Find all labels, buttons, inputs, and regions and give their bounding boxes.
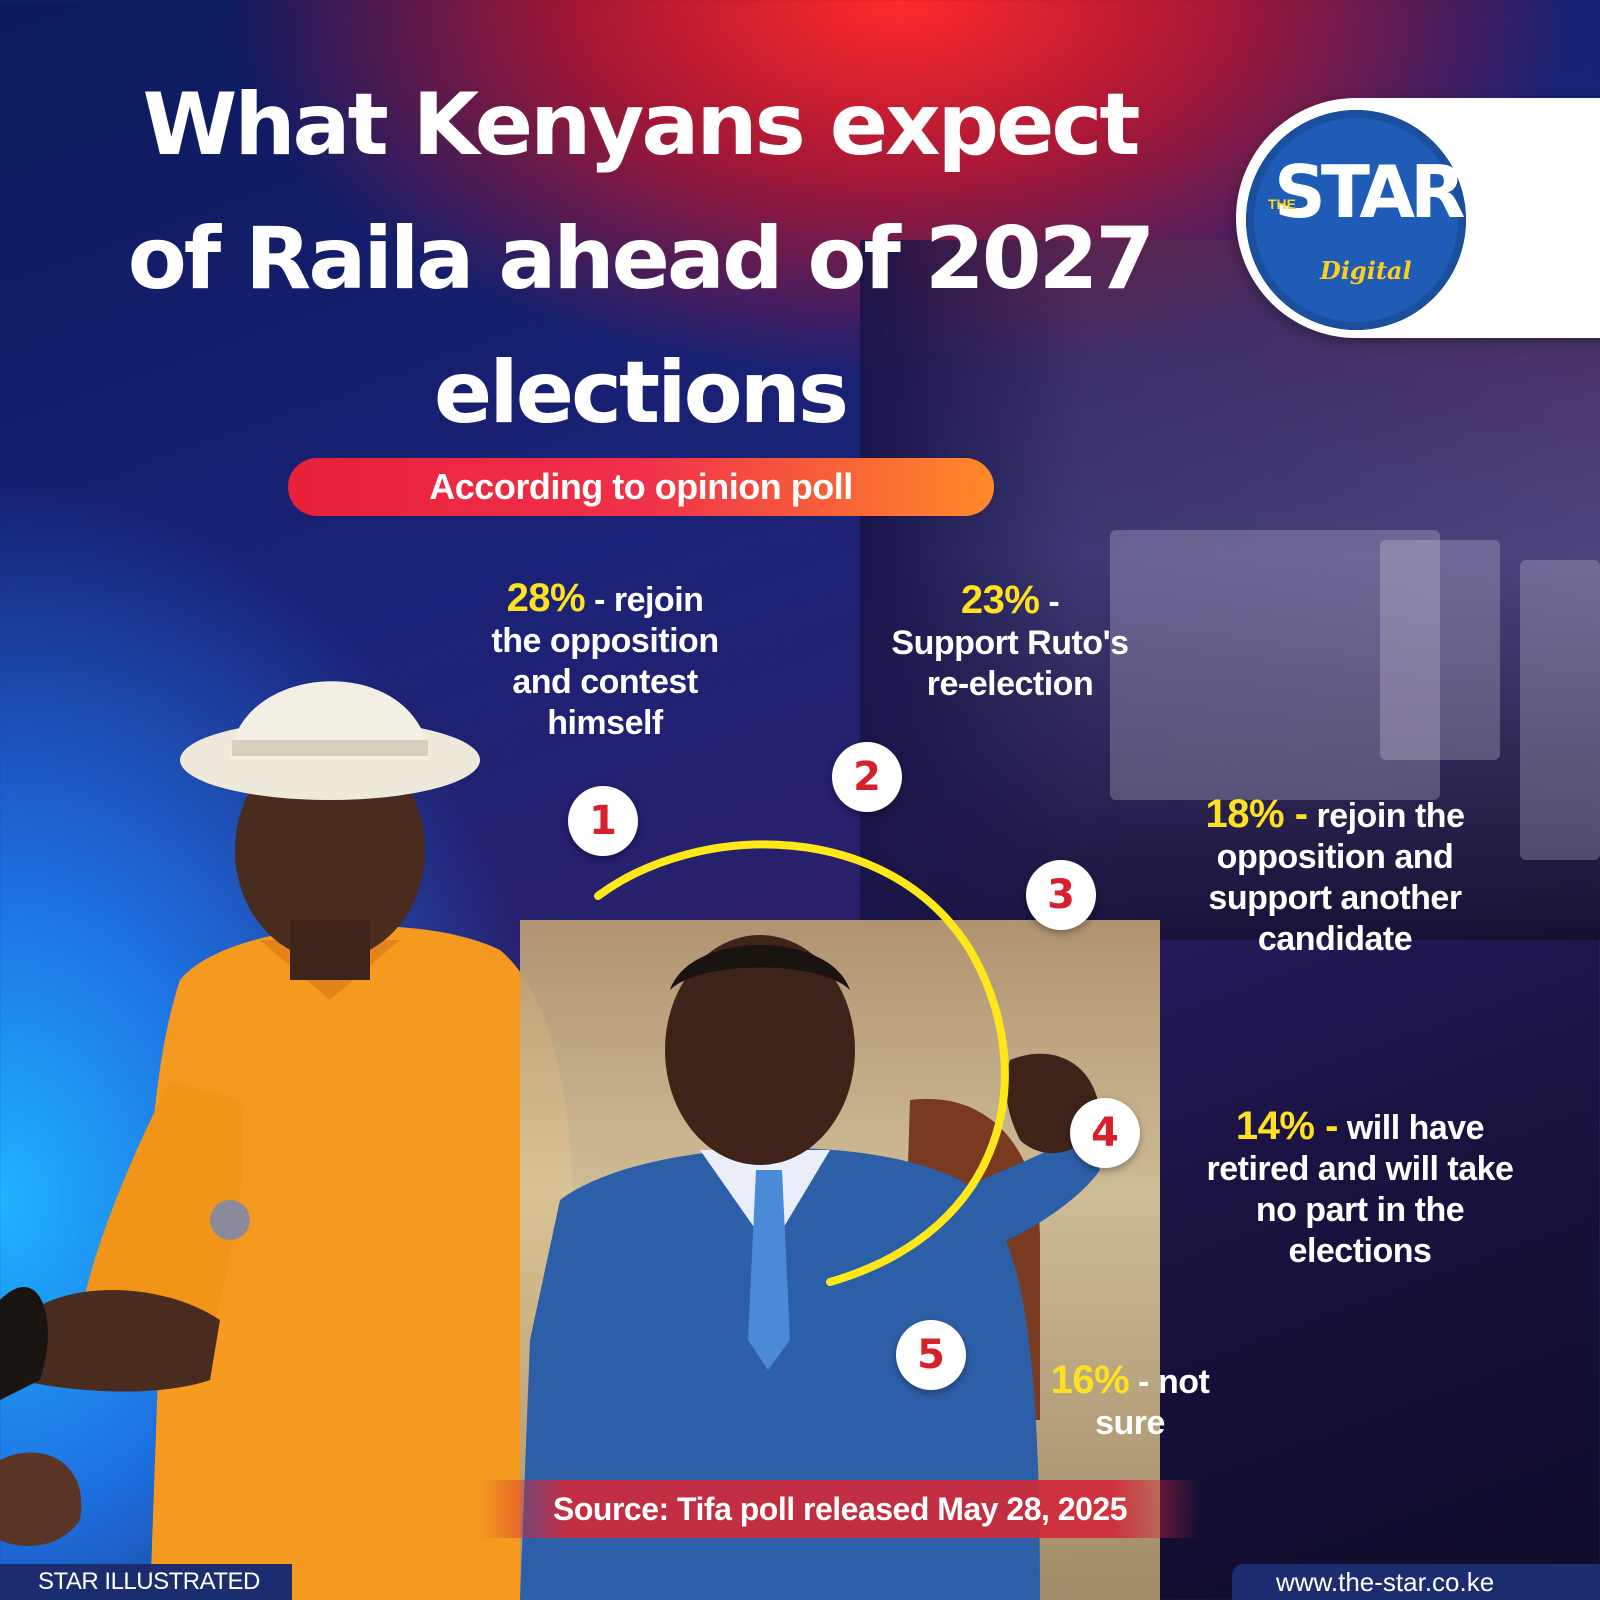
yellow-arc — [594, 840, 1009, 1286]
logo-digital-text: Digital — [1320, 256, 1412, 285]
poll-item-4-text: elections — [1288, 1232, 1432, 1270]
poll-item-3: 18% - rejoin the opposition and support … — [1150, 794, 1520, 960]
raila-hat-photo — [0, 681, 573, 1600]
title-line-3: elections — [433, 343, 849, 443]
footer-credit: STAR ILLUSTRATED — [0, 1564, 292, 1600]
poll-item-2-text: - — [1039, 583, 1060, 621]
poll-number-2: 2 — [832, 742, 902, 812]
poll-item-2-text: re-election — [926, 665, 1094, 703]
poll-item-1: 28% - rejoin the opposition and contest … — [440, 578, 770, 744]
poll-item-5-percent: 16% — [1050, 1358, 1130, 1402]
ballot-boxes-photo — [860, 240, 1600, 940]
poll-item-3-text: opposition and — [1216, 838, 1454, 876]
subtitle-pill: According to opinion poll — [288, 458, 994, 516]
poll-item-1-text: himself — [547, 704, 663, 742]
poll-item-4-text: no part in the — [1255, 1191, 1465, 1229]
poll-item-1-percent: 28% — [506, 576, 586, 620]
ballot-box-shape — [1110, 530, 1440, 800]
poll-item-5-text: - not — [1129, 1363, 1210, 1401]
ballot-box-shape — [1520, 560, 1600, 860]
page-title: What Kenyans expect of Raila ahead of 20… — [90, 58, 1190, 460]
footer-website-link[interactable]: www.the-star.co.ke — [1232, 1564, 1600, 1600]
poll-item-5: 16% - not sure — [1000, 1360, 1260, 1444]
poll-item-1-text: and contest — [512, 663, 698, 701]
poll-item-2-percent: 23% — [960, 578, 1040, 622]
poll-number-4: 4 — [1070, 1098, 1140, 1168]
poll-item-2-text: Support Ruto's — [891, 624, 1129, 662]
poll-item-5-text: sure — [1095, 1404, 1165, 1442]
poll-item-4-text: will have — [1337, 1109, 1485, 1147]
poll-item-3-percent: 18% - — [1205, 792, 1309, 836]
title-line-2: of Raila ahead of 2027 — [127, 209, 1156, 309]
poll-item-1-text: - rejoin — [585, 581, 704, 619]
poll-item-2: 23% - Support Ruto's re-election — [850, 580, 1170, 705]
poll-item-4-text: retired and will take — [1206, 1150, 1514, 1188]
logo-the-text: THE — [1268, 196, 1296, 212]
logo-star-text: STAR — [1274, 150, 1466, 234]
poll-item-3-text: support another — [1208, 879, 1462, 917]
star-logo — [1246, 110, 1466, 330]
source-caption: Source: Tifa poll released May 28, 2025 — [480, 1480, 1200, 1538]
poll-number-3: 3 — [1026, 860, 1096, 930]
poll-number-5: 5 — [896, 1320, 966, 1390]
poll-number-1: 1 — [568, 786, 638, 856]
title-line-1: What Kenyans expect — [142, 75, 1140, 175]
poll-item-4-percent: 14% - — [1235, 1104, 1339, 1148]
poll-item-3-text: candidate — [1257, 920, 1413, 958]
poll-item-1-text: the opposition — [491, 622, 719, 660]
ballot-box-shape — [1380, 540, 1500, 760]
poll-item-4: 14% - will have retired and will take no… — [1170, 1106, 1550, 1272]
poll-item-3-text: rejoin the — [1307, 797, 1465, 835]
